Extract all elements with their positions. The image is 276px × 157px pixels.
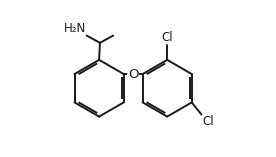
Text: H₂N: H₂N — [63, 22, 86, 35]
Text: Cl: Cl — [202, 115, 214, 128]
Text: O: O — [128, 68, 138, 81]
Text: Cl: Cl — [161, 31, 173, 44]
